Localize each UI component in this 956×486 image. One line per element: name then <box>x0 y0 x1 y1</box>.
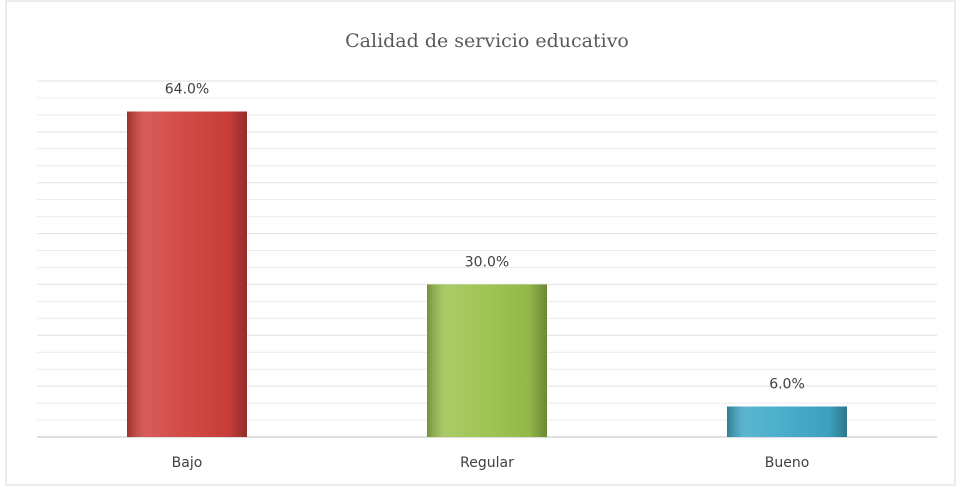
data-label: 30.0% <box>465 254 509 270</box>
x-tick-label: Bajo <box>172 455 203 471</box>
x-tick-label: Bueno <box>765 455 810 471</box>
x-tick-label: Regular <box>460 455 514 471</box>
data-label: 6.0% <box>769 376 805 392</box>
chart-title: Calidad de servicio educativo <box>345 30 629 52</box>
bar-shade <box>727 406 847 437</box>
bar-shade <box>427 284 547 437</box>
bar-shade <box>127 111 247 437</box>
data-label: 64.0% <box>165 82 209 98</box>
